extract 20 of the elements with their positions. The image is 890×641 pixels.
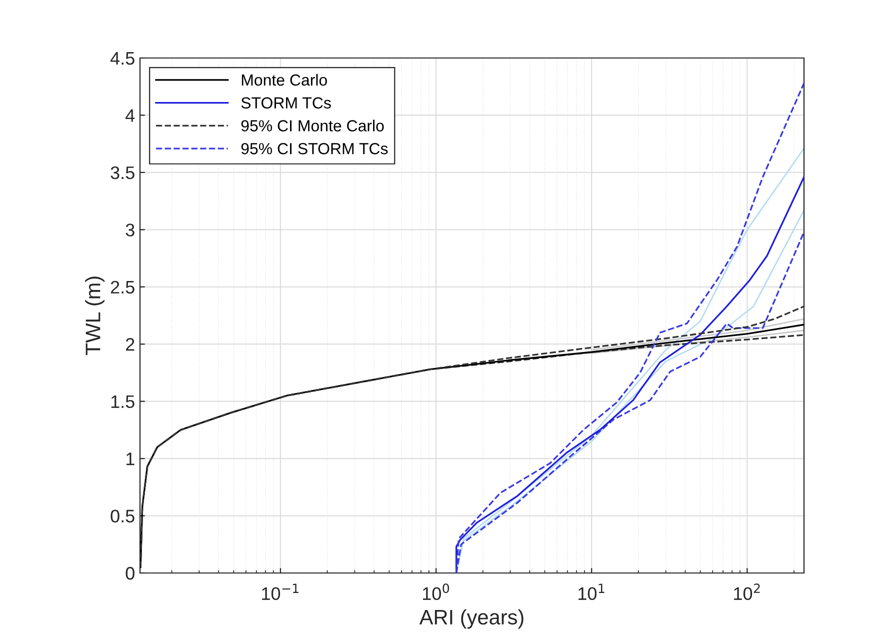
y-tick-label: 2.5 [110, 280, 134, 294]
y-tick-label: 4 [126, 109, 135, 122]
y-axis-title: TWL (m) [85, 276, 104, 356]
y-tick-label: 0.5 [110, 510, 134, 522]
legend-label: STORM TCs [241, 97, 331, 109]
x-axis-title: ARI (years) [419, 609, 524, 629]
x-tick-label: 10$^{0}$ [422, 584, 450, 600]
x-tick-label: 10$^{−1}$ [262, 584, 298, 600]
y-tick-label: 2 [126, 338, 134, 351]
legend-label: Monte Carlo [242, 74, 327, 86]
y-tick-label: 3 [126, 224, 134, 236]
x-tick-label: 10$^{1}$ [578, 584, 604, 600]
y-tick-label: 1.5 [111, 395, 134, 408]
y-tick-label: 4.5 [110, 52, 134, 65]
y-tick-label: 0 [126, 566, 134, 580]
y-tick-label: 3.5 [110, 166, 134, 180]
x-tick-label: 10$^{2}$ [734, 584, 760, 600]
y-tick-label: 1 [126, 452, 134, 466]
legend-label: 95% CI STORM TCs [241, 143, 388, 154]
legend-label: 95% CI Monte Carlo [241, 120, 384, 132]
